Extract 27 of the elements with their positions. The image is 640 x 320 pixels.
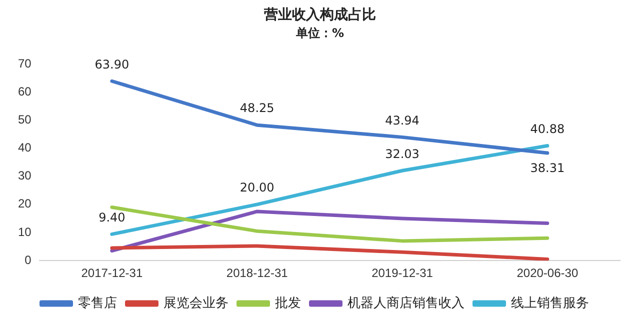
data-label: 63.90 — [94, 57, 130, 72]
data-label: 38.31 — [530, 161, 565, 176]
y-tick-label: 60 — [18, 84, 32, 98]
y-tick-label: 70 — [18, 56, 32, 70]
data-label: 43.94 — [385, 113, 420, 128]
x-tick-label: 2019-12-31 — [372, 266, 434, 280]
chart-title: 营业收入构成占比 — [263, 6, 377, 24]
y-tick-label: 0 — [24, 252, 32, 267]
legend-label: 零售店 — [78, 295, 117, 310]
y-tick-label: 20 — [18, 196, 32, 211]
y-tick-label: 50 — [18, 112, 32, 126]
legend-label: 机器人商店销售收入 — [347, 295, 464, 310]
data-label: 48.25 — [240, 101, 274, 116]
x-tick-label: 2017-12-31 — [81, 266, 143, 280]
x-tick-label: 2020-06-30 — [516, 266, 578, 280]
legend-label: 展览会业务 — [163, 295, 228, 310]
y-tick-label: 40 — [18, 140, 32, 155]
y-tick-label: 10 — [18, 224, 32, 239]
data-label: 32.03 — [385, 146, 420, 161]
data-label: 40.88 — [530, 122, 565, 136]
legend-label: 批发 — [274, 295, 301, 310]
legend-label: 线上销售服务 — [510, 295, 589, 310]
y-tick-label: 30 — [18, 168, 32, 183]
data-label: 9.40 — [98, 210, 126, 224]
chart-subtitle: 单位：% — [294, 25, 346, 42]
x-tick-label: 2018-12-31 — [226, 266, 288, 280]
data-label: 20.00 — [240, 180, 274, 195]
